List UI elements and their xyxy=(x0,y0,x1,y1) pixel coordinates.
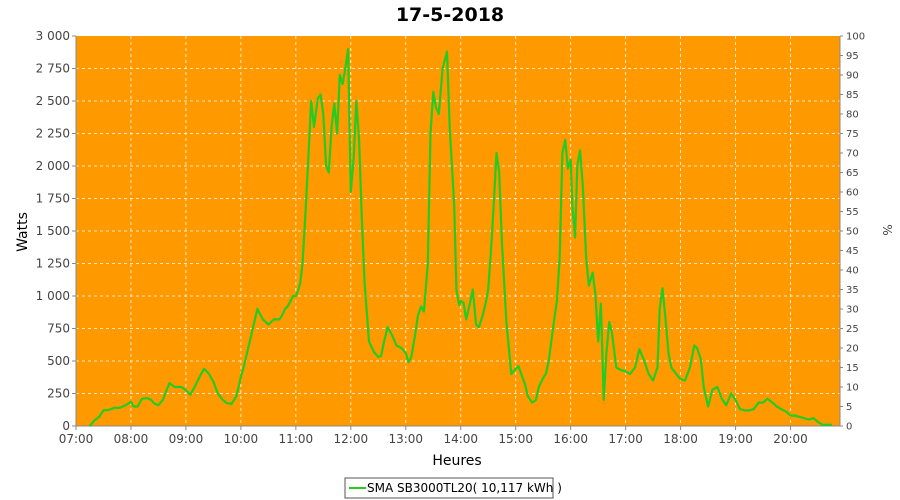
x-tick-label: 15:00 xyxy=(498,432,533,446)
x-tick-label: 13:00 xyxy=(388,432,423,446)
y2-tick-label: 0 xyxy=(846,422,852,433)
x-tick-label: 11:00 xyxy=(279,432,314,446)
grid xyxy=(76,36,840,426)
y2-tick-label: 85 xyxy=(846,90,859,101)
legend-box xyxy=(344,477,554,499)
y-tick-label: 250 xyxy=(47,387,70,401)
y-tick-label: 3 000 xyxy=(36,29,70,43)
y-tick-label: 1 000 xyxy=(36,289,70,303)
x-tick-label: 19:00 xyxy=(718,432,753,446)
x-tick-label: 09:00 xyxy=(169,432,204,446)
x-axis-ticks: 07:00 08:00 09:00 10:00 11:00 12:00 13:00 14:00… xyxy=(59,426,808,446)
y2-tick-label: 5 xyxy=(846,402,852,413)
y2-tick-label: 60 xyxy=(846,188,859,199)
y2-tick-label: 40 xyxy=(846,266,859,277)
y2-tick-label: 90 xyxy=(846,71,859,82)
y2-tick-label: 35 xyxy=(846,285,859,296)
y-tick-label: 1 500 xyxy=(36,224,70,238)
y-tick-label: 500 xyxy=(47,354,70,368)
x-tick-label: 20:00 xyxy=(773,432,808,446)
x-tick-label: 14:00 xyxy=(443,432,478,446)
x-tick-label: 17:00 xyxy=(608,432,643,446)
y-axis-label: Watts xyxy=(15,212,31,252)
y-tick-label: 1 250 xyxy=(36,257,70,271)
series-layer xyxy=(88,47,832,427)
y2-tick-label: 30 xyxy=(846,305,859,316)
y2-tick-label: 100 xyxy=(846,32,865,43)
y-tick-label: 0 xyxy=(62,419,70,433)
y2-tick-label: 95 xyxy=(846,51,859,62)
y2-tick-label: 10 xyxy=(846,383,859,394)
legend-entry: SMA SB3000TL20( 10,117 kWh ) xyxy=(367,481,562,495)
x-tick-label: 16:00 xyxy=(553,432,588,446)
y2-tick-label: 50 xyxy=(846,227,859,238)
y2-tick-label: 80 xyxy=(846,110,859,121)
x-tick-label: 08:00 xyxy=(114,432,149,446)
series-line-power xyxy=(88,47,832,427)
y-tick-label: 2 750 xyxy=(36,62,70,76)
y2-axis-label: % xyxy=(880,224,894,235)
legend: SMA SB3000TL20( 10,117 kWh ) xyxy=(344,477,562,499)
x-tick-label: 12:00 xyxy=(334,432,369,446)
y2-tick-label: 65 xyxy=(846,168,859,179)
y2-tick-label: 55 xyxy=(846,207,859,218)
x-axis-label: Heures xyxy=(432,453,481,469)
x-tick-label: 10:00 xyxy=(224,432,259,446)
y2-axis-ticks: 0 5 10 15 20 25 30 35 40 45 50 55 60 65 70 75 80 85 90 95 10… xyxy=(840,32,865,433)
y-tick-label: 2 250 xyxy=(36,127,70,141)
y-tick-label: 750 xyxy=(47,322,70,336)
y-tick-label: 2 000 xyxy=(36,159,70,173)
x-tick-label: 18:00 xyxy=(663,432,698,446)
y-tick-label: 2 500 xyxy=(36,94,70,108)
y2-tick-label: 75 xyxy=(846,129,859,140)
y-axis-ticks: 0 250 500 750 1 000 1 250 1 500 1 750 2 000 2 250… xyxy=(36,29,76,433)
y2-tick-label: 45 xyxy=(846,246,859,257)
chart-title: 17-5-2018 xyxy=(396,4,504,26)
x-tick-label: 07:00 xyxy=(59,432,94,446)
y2-tick-label: 25 xyxy=(846,324,859,335)
y2-tick-label: 70 xyxy=(846,149,859,160)
y-tick-label: 1 750 xyxy=(36,192,70,206)
y2-tick-label: 15 xyxy=(846,363,859,374)
y2-tick-label: 20 xyxy=(846,344,859,355)
